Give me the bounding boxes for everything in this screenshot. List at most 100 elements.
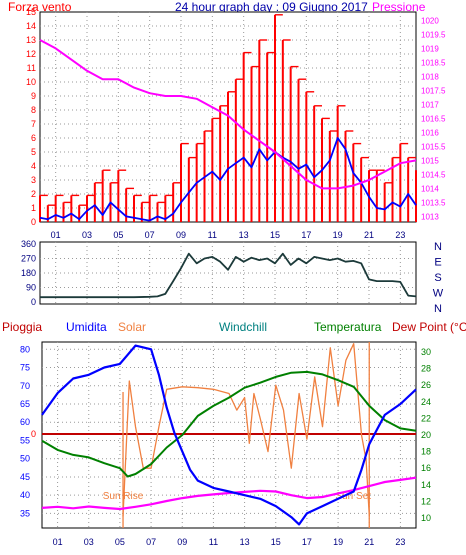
pressure-tick-label: 1019.5 <box>421 30 446 39</box>
humidity-tick-label: 35 <box>20 508 30 518</box>
wind-speed-tick-label: 12 <box>26 49 36 59</box>
pressure-tick-label: 1013 <box>421 212 439 221</box>
legend-label: Windchill <box>219 320 267 334</box>
pressure-tick-label: 1015 <box>421 156 439 165</box>
pressure-tick-label: 1019 <box>421 44 439 53</box>
humidity-tick-label: 50 <box>20 454 30 464</box>
hour-tick-label: 01 <box>53 537 63 547</box>
direction-tick-label: 90 <box>26 283 36 293</box>
wind-axis-label: Forza vento <box>8 0 72 14</box>
legend-label: Pioggia <box>2 320 42 334</box>
wind-direction-line <box>40 252 417 299</box>
humidity-tick-label: 65 <box>20 399 30 409</box>
humidity-ticks: 35 40 45 50 55 60 65 70 75 80 0 <box>20 344 36 518</box>
hour-tick-label: 05 <box>115 537 125 547</box>
sunrise-label: Sun Rise <box>103 491 144 502</box>
hour-tick-label: 15 <box>271 537 281 547</box>
hour-tick-label: 01 <box>51 230 61 240</box>
hour-tick-label: 09 <box>177 537 187 547</box>
temperature-tick-label: 24 <box>421 397 431 407</box>
hour-tick-label: 05 <box>113 230 123 240</box>
temperature-tick-label: 18 <box>421 447 431 457</box>
pressure-tick-label: 1018 <box>421 72 439 81</box>
hour-tick-label: 23 <box>395 537 405 547</box>
humidity-line <box>41 344 417 526</box>
pressure-tick-label: 1018.5 <box>421 58 446 67</box>
meteo-series: Sun Rise Sun Set <box>41 342 417 528</box>
hour-tick-label: 21 <box>364 230 374 240</box>
temperature-tick-label: 22 <box>421 413 431 423</box>
pressure-tick-label: 1020 <box>421 16 439 25</box>
humidity-tick-label: 70 <box>20 381 30 391</box>
hour-tick-label: 07 <box>145 230 155 240</box>
hour-tick-label: 19 <box>333 537 343 547</box>
direction-tick-label: 270 <box>21 254 36 264</box>
pressure-tick-label: 1016 <box>421 128 439 137</box>
wind-speed-tick-label: 2 <box>31 189 36 199</box>
temperature-tick-label: 26 <box>421 380 431 390</box>
wind-speed-tick-label: 7 <box>31 119 36 129</box>
hour-tick-label: 11 <box>208 230 217 240</box>
wind-speed-tick-label: 4 <box>31 161 36 171</box>
pressure-tick-label: 1014 <box>421 184 439 193</box>
pressure-ticks: 1013 1013.5 1014 1014.5 1015 1015.5 1016 1016.5… <box>421 16 446 221</box>
hour-tick-label: 13 <box>239 230 249 240</box>
wind-speed-tick-label: 6 <box>31 133 36 143</box>
pressure-tick-label: 1017.5 <box>421 86 446 95</box>
hour-tick-label: 03 <box>82 230 92 240</box>
legend-label: Dew Point (°C) <box>392 320 466 334</box>
wind-speed-tick-label: 9 <box>31 91 36 101</box>
solar-line <box>122 343 370 517</box>
pressure-axis-label: Pressione <box>372 0 426 14</box>
temperature-tick-label: 12 <box>421 496 431 506</box>
hour-tick-label: 13 <box>240 537 250 547</box>
pressure-line <box>39 39 417 190</box>
wind-hour-ticks: 01 03 05 07 09 11 13 15 17 19 21 23 <box>51 230 406 240</box>
hour-tick-label: 23 <box>395 230 405 240</box>
humidity-tick-label: 75 <box>20 363 30 373</box>
hour-tick-label: 07 <box>146 537 156 547</box>
legend-label: Temperatura <box>314 320 382 334</box>
temperature-tick-label: 10 <box>421 513 431 523</box>
wind-speed-tick-label: 8 <box>31 105 36 115</box>
meteo-hour-ticks: 01 03 05 07 09 11 13 15 17 19 21 23 <box>53 537 406 547</box>
pressure-tick-label: 1017 <box>421 100 439 109</box>
meteo-legend: Pioggia Umidita Solar Windchill Temperatura D… <box>2 320 466 334</box>
chart-title: 24 hour graph day : 09 Giugno 2017 <box>175 0 368 14</box>
pressure-tick-label: 1016.5 <box>421 114 446 123</box>
wind-speed-tick-label: 3 <box>31 175 36 185</box>
wind-speed-tick-label: 13 <box>26 35 36 45</box>
compass-tick-label: N <box>434 241 442 253</box>
temperature-tick-label: 20 <box>421 430 431 440</box>
compass-tick-label: W <box>433 288 444 300</box>
direction-tick-label: 0 <box>31 297 36 307</box>
wind-speed-tick-label: 0 <box>31 217 36 227</box>
direction-degree-ticks: 0 90 180 270 360 <box>21 239 36 307</box>
hour-tick-label: 15 <box>270 230 280 240</box>
wind-series <box>39 14 417 222</box>
rain-zero-label: 0 <box>31 429 36 439</box>
wind-speed-tick-label: 1 <box>31 203 36 213</box>
hour-tick-label: 03 <box>84 537 94 547</box>
hour-tick-label: 11 <box>209 537 218 547</box>
pressure-tick-label: 1014.5 <box>421 170 446 179</box>
temperature-tick-label: 16 <box>421 463 431 473</box>
hour-tick-label: 09 <box>176 230 186 240</box>
pressure-tick-label: 1015.5 <box>421 142 446 151</box>
temperature-ticks: 10 12 14 16 18 20 22 24 26 28 30 <box>421 347 431 523</box>
wind-speed-tick-label: 14 <box>26 21 36 31</box>
wind-average-line <box>39 137 417 222</box>
hour-tick-label: 21 <box>364 537 374 547</box>
wind-speed-tick-label: 10 <box>26 77 36 87</box>
wind-speed-tick-label: 11 <box>27 63 36 73</box>
temperature-tick-label: 28 <box>421 364 431 374</box>
humidity-tick-label: 80 <box>20 344 30 354</box>
direction-plot-grid <box>40 242 416 304</box>
humidity-tick-label: 45 <box>20 472 30 482</box>
hour-tick-label: 19 <box>333 230 343 240</box>
pressure-tick-label: 1013.5 <box>421 198 446 207</box>
hour-tick-label: 17 <box>302 537 312 547</box>
